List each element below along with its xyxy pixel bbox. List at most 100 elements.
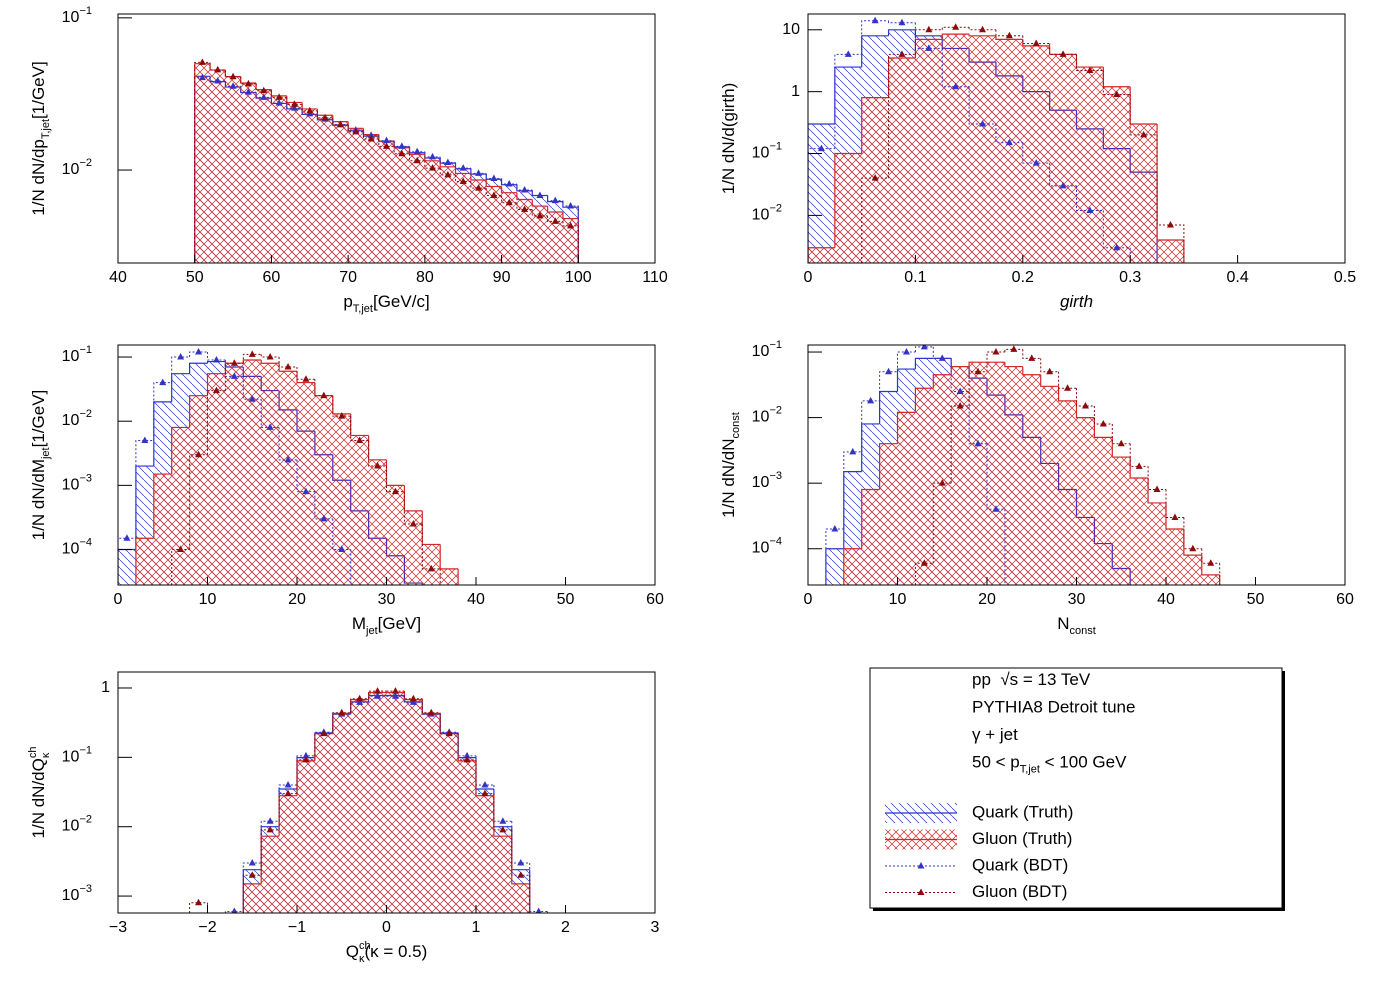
label-part: T,jet xyxy=(353,303,373,315)
bdt-step xyxy=(194,61,211,263)
hist-step xyxy=(1058,386,1077,402)
hist-fill xyxy=(386,485,405,585)
bdt-marker xyxy=(1099,419,1107,427)
bdt-marker xyxy=(817,144,825,152)
bdt-marker xyxy=(212,355,220,363)
tick-exp: −3 xyxy=(79,472,92,484)
bdt-step xyxy=(225,917,243,965)
hist-fill xyxy=(279,795,297,913)
bdt-step xyxy=(941,48,970,88)
x-axis-label: girth xyxy=(1060,292,1093,311)
hist-fill xyxy=(455,173,471,263)
hist-step xyxy=(368,435,387,461)
hist-fill xyxy=(476,795,494,913)
hist-fill xyxy=(297,382,315,585)
bdt-marker xyxy=(230,372,238,379)
bdt-marker xyxy=(141,436,149,444)
label-part: T,jet xyxy=(40,119,52,139)
hist-step xyxy=(547,206,563,213)
bdt-step xyxy=(240,76,257,85)
hist-step xyxy=(1004,362,1023,368)
bdt-step xyxy=(861,20,889,55)
bdt-marker xyxy=(230,359,238,366)
bdt-marker xyxy=(391,487,399,495)
bdt-marker xyxy=(284,362,292,370)
x-tick-label: 30 xyxy=(1068,591,1086,608)
bdt-step xyxy=(475,759,494,795)
x-tick-label: 30 xyxy=(378,591,396,608)
bdt-step xyxy=(314,733,333,760)
y-tick-label: 10−3 xyxy=(752,470,782,491)
hist-step xyxy=(153,401,172,467)
bdt-marker xyxy=(831,525,839,532)
hist-fill xyxy=(317,115,333,263)
hist-fill xyxy=(302,108,318,263)
bdt-step xyxy=(286,97,303,105)
bdt-step xyxy=(224,362,244,391)
bdt-marker xyxy=(123,534,131,541)
y-axis-label: 1/N dN/dMjet[1/GeV] xyxy=(29,390,51,541)
bdt-step xyxy=(286,103,303,109)
bdt-marker xyxy=(885,367,893,375)
bdt-marker xyxy=(551,196,559,204)
bdt-marker xyxy=(398,149,406,157)
bdt-marker xyxy=(490,191,498,199)
hist-fill xyxy=(409,154,425,263)
label-part: 50 < p xyxy=(972,753,1020,772)
hist-fill xyxy=(440,166,456,263)
hist-fill xyxy=(915,388,934,585)
bdt-step xyxy=(995,124,1023,144)
bdt-step xyxy=(861,177,889,263)
bdt-step xyxy=(378,138,395,147)
x-tick-label: 50 xyxy=(557,591,575,608)
hist-fill xyxy=(516,199,533,263)
hist-fill xyxy=(314,395,333,585)
bdt-step xyxy=(255,92,272,98)
bdt-step xyxy=(393,146,410,155)
y-tick-label: 10−3 xyxy=(62,883,92,904)
label-part: 1/N dN/dQ xyxy=(29,758,48,838)
bdt-step xyxy=(296,366,315,380)
hist-fill xyxy=(501,192,517,263)
hist-fill xyxy=(1076,417,1095,585)
tick-exp: −3 xyxy=(769,470,782,482)
y-tick-label: 10−2 xyxy=(752,405,782,426)
bdt-step xyxy=(240,86,257,93)
bdt-marker xyxy=(284,789,292,797)
bdt-step xyxy=(511,821,530,864)
label-part: jet xyxy=(365,625,378,637)
bdt-marker xyxy=(302,755,310,763)
bdt-marker xyxy=(374,687,382,694)
bdt-marker xyxy=(195,450,203,458)
tick-base: 10 xyxy=(752,474,770,491)
legend-marker xyxy=(917,862,925,869)
bdt-step xyxy=(485,173,502,179)
label-part: p xyxy=(343,292,352,311)
x-tick-label: 90 xyxy=(493,269,511,286)
bdt-step xyxy=(189,351,208,358)
hist-step xyxy=(843,548,862,585)
bdt-marker xyxy=(275,93,283,100)
plot-frame xyxy=(117,13,656,264)
bdt-marker xyxy=(266,825,274,833)
y-tick-label: 10 xyxy=(782,21,800,38)
bdt-marker xyxy=(956,387,964,395)
label-part: [1/GeV] xyxy=(29,61,48,119)
bdt-marker xyxy=(338,412,346,419)
bdt-marker xyxy=(844,50,852,57)
bdt-marker xyxy=(413,147,421,155)
legend-text: PYTHIA8 Detroit tune xyxy=(972,698,1135,717)
bdt-marker xyxy=(551,217,559,224)
bdt-step xyxy=(409,146,425,153)
bdt-step xyxy=(843,451,862,530)
bdt-marker xyxy=(1171,513,1179,520)
hist-fill xyxy=(825,548,844,585)
hist-fill xyxy=(394,147,410,263)
hist-fill xyxy=(118,549,136,585)
label-part: ch xyxy=(359,940,371,952)
x-tick-label: 60 xyxy=(1336,591,1354,608)
hist-fill xyxy=(350,435,369,585)
hist-fill xyxy=(243,883,262,913)
bdt-marker xyxy=(974,439,982,447)
bdt-step xyxy=(278,793,297,830)
